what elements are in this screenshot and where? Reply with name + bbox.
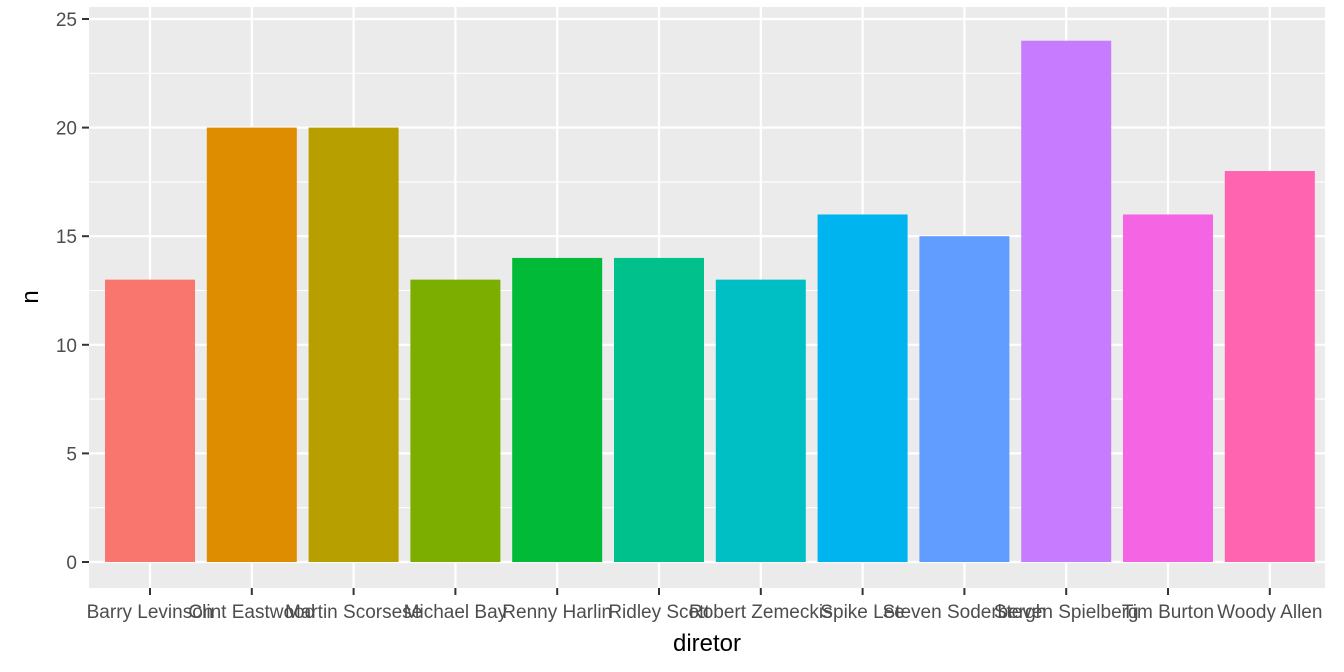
x-axis-title: diretor [673,630,741,657]
x-tick-label: Steven Soderbergh [883,602,1047,623]
bar [1021,40,1112,563]
x-tick-label: Spike Lee [820,602,905,623]
bar [1224,171,1315,563]
x-tick-label: Woody Allen [1217,602,1322,623]
y-axis: 0 5 10 15 20 25 [56,10,89,574]
y-axis-title: n [17,290,44,303]
bar [512,257,603,562]
y-tick-label: 5 [66,444,77,465]
y-tick-label: 20 [56,119,77,140]
x-tick-label: Tim Burton [1122,602,1214,623]
bar [614,257,704,562]
x-tick-label: Michael Bay [404,602,508,623]
bar [715,279,806,562]
bar [919,236,1010,562]
bar [1123,214,1213,563]
x-tick-label: Ridley Scott [608,602,710,623]
bars [105,40,1315,563]
x-tick-label: Clint Eastwood [188,602,315,623]
x-tick-label: Robert Zemeckis [689,602,833,623]
bar [817,214,908,563]
x-tick-label: Renny Harlin [502,602,612,623]
x-tick-label: Barry Levinson [87,602,214,623]
y-tick-label: 25 [56,10,77,31]
bar [308,127,399,562]
bar [410,279,501,562]
bar [105,279,195,562]
y-tick-label: 15 [56,227,77,248]
x-tick-label: Martin Scorsese [285,602,422,623]
x-tick-label: Steven Spielberg [994,602,1139,623]
bar [206,127,297,562]
y-tick-label: 0 [66,553,77,574]
y-tick-label: 10 [56,336,77,357]
